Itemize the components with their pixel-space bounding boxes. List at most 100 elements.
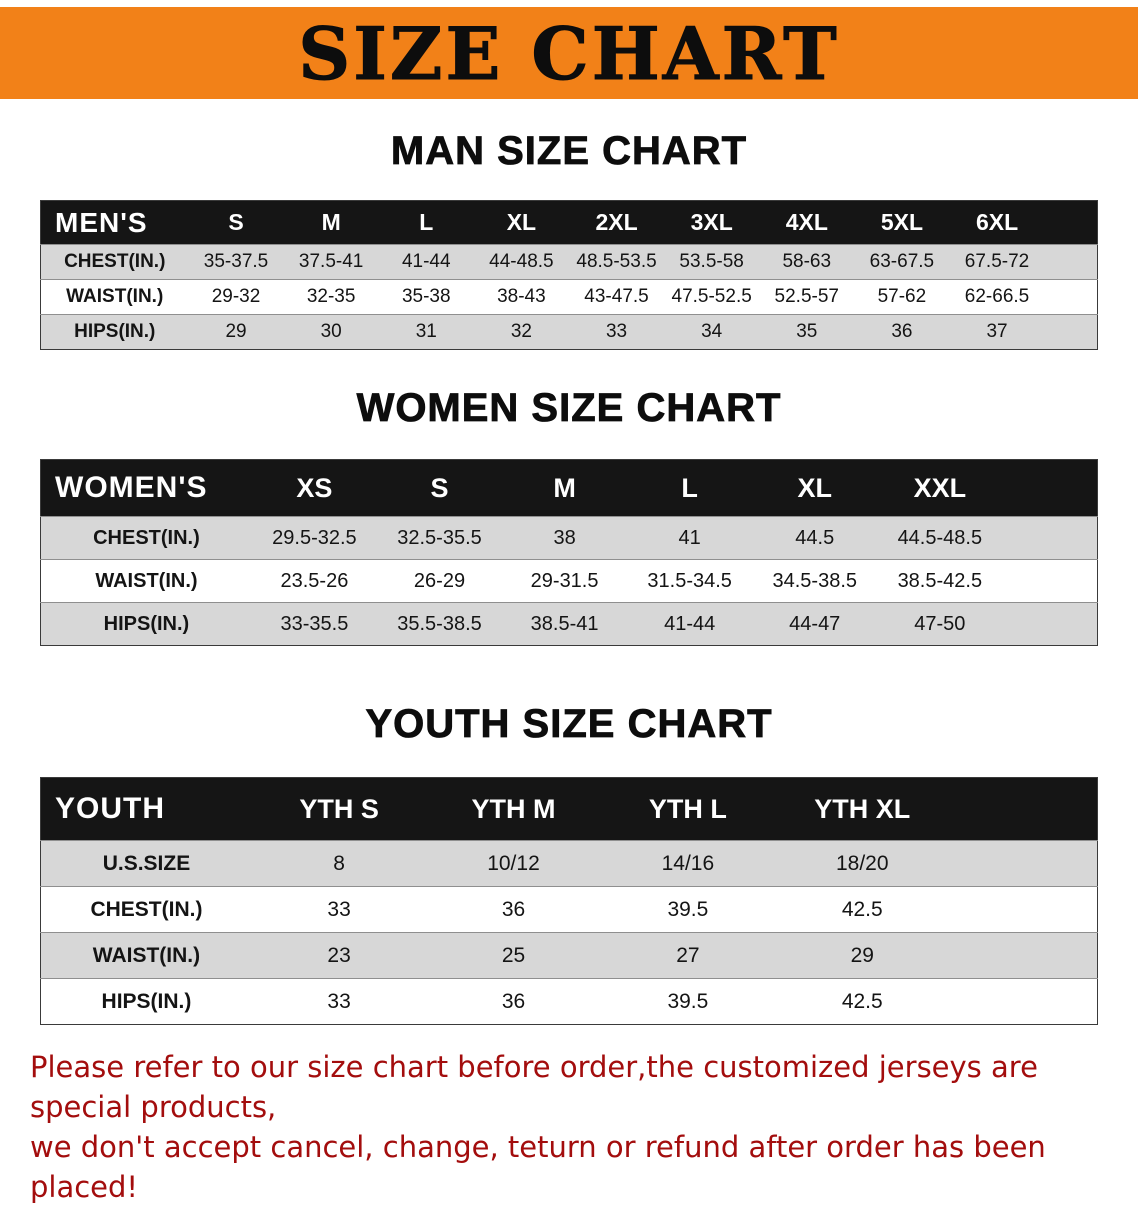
table-row: WAIST(IN.) 23.5-26 26-29 29-31.5 31.5-34.5 34… xyxy=(40,559,1098,603)
men-section-heading: MAN SIZE CHART xyxy=(390,129,748,174)
column-header: YTH XL xyxy=(775,777,950,841)
note-line-1: Please refer to our size chart before or… xyxy=(30,1050,1038,1124)
column-header: YTH L xyxy=(600,777,776,841)
row-label: CHEST(IN.) xyxy=(40,244,189,280)
cell-value: 35-37.5 xyxy=(188,244,284,280)
cell-value: 29-31.5 xyxy=(502,559,628,603)
cell-value: 41-44 xyxy=(378,244,474,280)
cell-value: 36 xyxy=(426,886,601,933)
filler-cell xyxy=(1044,200,1098,245)
filler-cell xyxy=(1044,314,1098,350)
table-row: HIPS(IN.) 29 30 31 32 33 34 35 36 37 xyxy=(40,314,1098,350)
cell-value: 41-44 xyxy=(627,602,753,646)
cell-value: 34.5-38.5 xyxy=(752,559,878,603)
filler-cell xyxy=(1044,279,1098,315)
row-label: CHEST(IN.) xyxy=(40,886,252,933)
row-label: WAIST(IN.) xyxy=(40,932,252,979)
row-label: HIPS(IN.) xyxy=(40,602,252,646)
order-policy-note: Please refer to our size chart before or… xyxy=(0,1047,1138,1207)
table-row: WAIST(IN.) 23 25 27 29 xyxy=(40,932,1098,979)
men-size-table: MEN'S S M L XL 2XL 3XL 4XL 5XL 6XL CHEST(IN.) 35-37… xyxy=(40,200,1098,350)
cell-value: 23.5-26 xyxy=(251,559,377,603)
header-row: MEN'S S M L XL 2XL 3XL 4XL 5XL 6XL xyxy=(40,200,1098,245)
women-size-section: WOMEN SIZE CHART WOMEN'S XS S M L XL XXL CHEST(… xyxy=(0,386,1138,646)
column-header: 6XL xyxy=(949,200,1045,245)
cell-value: 33-35.5 xyxy=(251,602,377,646)
cell-value: 31.5-34.5 xyxy=(627,559,753,603)
filler-cell xyxy=(949,886,1098,933)
table-row: WAIST(IN.) 29-32 32-35 35-38 38-43 43-47.5 47.… xyxy=(40,279,1098,315)
note-line-2: we don't accept cancel, change, teturn o… xyxy=(30,1130,1046,1204)
cell-value: 42.5 xyxy=(775,886,950,933)
column-header: S xyxy=(376,459,503,517)
cell-value: 41 xyxy=(627,516,753,560)
column-header: L xyxy=(378,200,474,245)
table-row: CHEST(IN.) 33 36 39.5 42.5 xyxy=(40,886,1098,933)
cell-value: 23 xyxy=(251,932,427,979)
cell-value: 44-48.5 xyxy=(473,244,569,280)
cell-value: 38-43 xyxy=(473,279,569,315)
cell-value: 37.5-41 xyxy=(283,244,379,280)
column-header: 2XL xyxy=(568,200,665,245)
cell-value: 47.5-52.5 xyxy=(664,279,760,315)
filler-cell xyxy=(949,840,1098,887)
cell-value: 63-67.5 xyxy=(854,244,950,280)
youth-size-section: YOUTH SIZE CHART YOUTH YTH S YTH M YTH L YTH… xyxy=(0,702,1138,1025)
cell-value: 38 xyxy=(502,516,628,560)
filler-cell xyxy=(949,978,1098,1025)
table-corner-label: YOUTH xyxy=(40,777,252,841)
cell-value: 8 xyxy=(251,840,427,887)
cell-value: 38.5-42.5 xyxy=(877,559,1003,603)
column-header: XXL xyxy=(877,459,1003,517)
row-label: WAIST(IN.) xyxy=(40,559,252,603)
filler-cell xyxy=(1002,459,1098,517)
table-row: CHEST(IN.) 35-37.5 37.5-41 41-44 44-48.5 48.5… xyxy=(40,244,1098,280)
row-label: CHEST(IN.) xyxy=(40,516,252,560)
banner-title: SIZE CHART xyxy=(298,10,840,96)
cell-value: 33 xyxy=(568,314,665,350)
column-header: XL xyxy=(752,459,878,517)
cell-value: 67.5-72 xyxy=(949,244,1045,280)
youth-size-table: YOUTH YTH S YTH M YTH L YTH XL U.S.SIZE 8 10/12… xyxy=(40,777,1098,1025)
cell-value: 29 xyxy=(188,314,284,350)
cell-value: 39.5 xyxy=(600,978,776,1025)
cell-value: 36 xyxy=(426,978,601,1025)
cell-value: 44.5-48.5 xyxy=(877,516,1003,560)
filler-cell xyxy=(1044,244,1098,280)
filler-cell xyxy=(949,932,1098,979)
cell-value: 42.5 xyxy=(775,978,950,1025)
filler-cell xyxy=(1002,516,1098,560)
table-row: HIPS(IN.) 33-35.5 35.5-38.5 38.5-41 41-44 44-… xyxy=(40,602,1098,646)
cell-value: 34 xyxy=(664,314,760,350)
column-header: XL xyxy=(473,200,569,245)
cell-value: 33 xyxy=(251,978,427,1025)
cell-value: 32-35 xyxy=(283,279,379,315)
cell-value: 30 xyxy=(283,314,379,350)
size-chart-banner: SIZE CHART xyxy=(0,7,1138,99)
cell-value: 35 xyxy=(759,314,855,350)
cell-value: 58-63 xyxy=(759,244,855,280)
cell-value: 47-50 xyxy=(877,602,1003,646)
row-label: WAIST(IN.) xyxy=(40,279,189,315)
cell-value: 52.5-57 xyxy=(759,279,855,315)
column-header: S xyxy=(188,200,284,245)
table-row: CHEST(IN.) 29.5-32.5 32.5-35.5 38 41 44.5 44.5… xyxy=(40,516,1098,560)
cell-value: 37 xyxy=(949,314,1045,350)
cell-value: 33 xyxy=(251,886,427,933)
row-label: HIPS(IN.) xyxy=(40,978,252,1025)
men-size-section: MAN SIZE CHART MEN'S S M L XL 2XL 3XL 4XL 5XL 6XL… xyxy=(0,129,1138,350)
column-header: XS xyxy=(251,459,377,517)
cell-value: 43-47.5 xyxy=(568,279,665,315)
cell-value: 25 xyxy=(426,932,601,979)
table-row: HIPS(IN.) 33 36 39.5 42.5 xyxy=(40,978,1098,1025)
cell-value: 48.5-53.5 xyxy=(568,244,665,280)
cell-value: 39.5 xyxy=(600,886,776,933)
cell-value: 44.5 xyxy=(752,516,878,560)
column-header: YTH S xyxy=(251,777,427,841)
column-header: YTH M xyxy=(426,777,601,841)
cell-value: 44-47 xyxy=(752,602,878,646)
cell-value: 35-38 xyxy=(378,279,474,315)
cell-value: 29.5-32.5 xyxy=(251,516,377,560)
column-header: M xyxy=(283,200,379,245)
table-corner-label: MEN'S xyxy=(40,200,189,245)
